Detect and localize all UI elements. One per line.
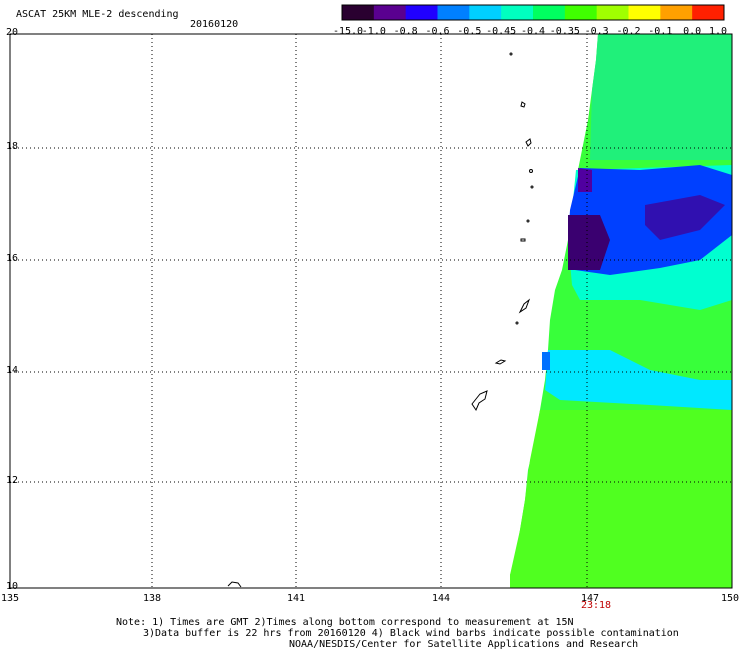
- lon-label-144: 144: [431, 593, 451, 604]
- colorbar-tick-label: -15.0: [332, 26, 364, 37]
- lat-label-14: 14: [6, 365, 19, 376]
- colorbar-tick-label: -0.35: [549, 26, 580, 37]
- note-line-2: 3)Data buffer is 22 hrs from 20160120 4)…: [143, 628, 679, 639]
- lat-label-16: 16: [6, 253, 19, 264]
- colorbar-tick-label: -0.3: [584, 26, 609, 37]
- colorbar-tick-label: -0.8: [393, 26, 418, 37]
- colorbar-outline: [341, 4, 725, 21]
- grid-lines: [10, 34, 732, 588]
- colorbar-segment: [405, 5, 438, 20]
- lat-label-12: 12: [6, 475, 19, 486]
- map-date: 20160120: [190, 19, 239, 30]
- colorbar-tick-label: -0.2: [616, 26, 641, 37]
- colorbar: [341, 4, 725, 21]
- lat-label-10: 10: [6, 581, 19, 592]
- colorbar-segment: [469, 5, 502, 20]
- colorbar-segment: [596, 5, 629, 20]
- colorbar-segment: [437, 5, 470, 20]
- note-line-3: NOAA/NESDIS/Center for Satellite Applica…: [289, 639, 639, 650]
- plot-frame: [9, 33, 733, 589]
- lon-label-147: 147: [580, 593, 600, 604]
- colorbar-tick-label: -1.0: [361, 26, 386, 37]
- lon-label-138: 138: [142, 593, 162, 604]
- islands-outline: [227, 52, 534, 588]
- colorbar-segment: [373, 5, 407, 20]
- colorbar-tick-label: -0.5: [457, 26, 482, 37]
- colorbar-tick-label: 0.0: [683, 26, 702, 37]
- time-label: 23:18: [580, 600, 612, 611]
- colorbar-segment: [342, 5, 375, 20]
- colorbar-segment: [564, 5, 598, 20]
- lon-label-150: 150: [720, 593, 740, 604]
- colorbar-tick-label: -0.4: [520, 26, 546, 37]
- colorbar-segment: [660, 5, 693, 20]
- lat-label-18: 18: [6, 141, 19, 152]
- colorbar-segment: [628, 5, 661, 20]
- note-line-1: Note: 1) Times are GMT 2)Times along bot…: [116, 617, 574, 628]
- lat-label-20: 20: [6, 27, 19, 38]
- lon-label-141: 141: [286, 593, 306, 604]
- colorbar-segment: [533, 5, 566, 20]
- colorbar-tick-label: -0.45: [486, 26, 517, 37]
- colorbar-tick-label: -0.6: [425, 26, 450, 37]
- map-title: ASCAT 25KM MLE-2 descending: [16, 9, 179, 20]
- data-swath: [510, 34, 732, 588]
- colorbar-tick-label: -0.1: [648, 26, 673, 37]
- lon-label-135: 135: [0, 593, 20, 604]
- colorbar-segment: [692, 5, 725, 20]
- colorbar-segment: [501, 5, 534, 20]
- colorbar-tick-label: 1.0: [708, 26, 728, 37]
